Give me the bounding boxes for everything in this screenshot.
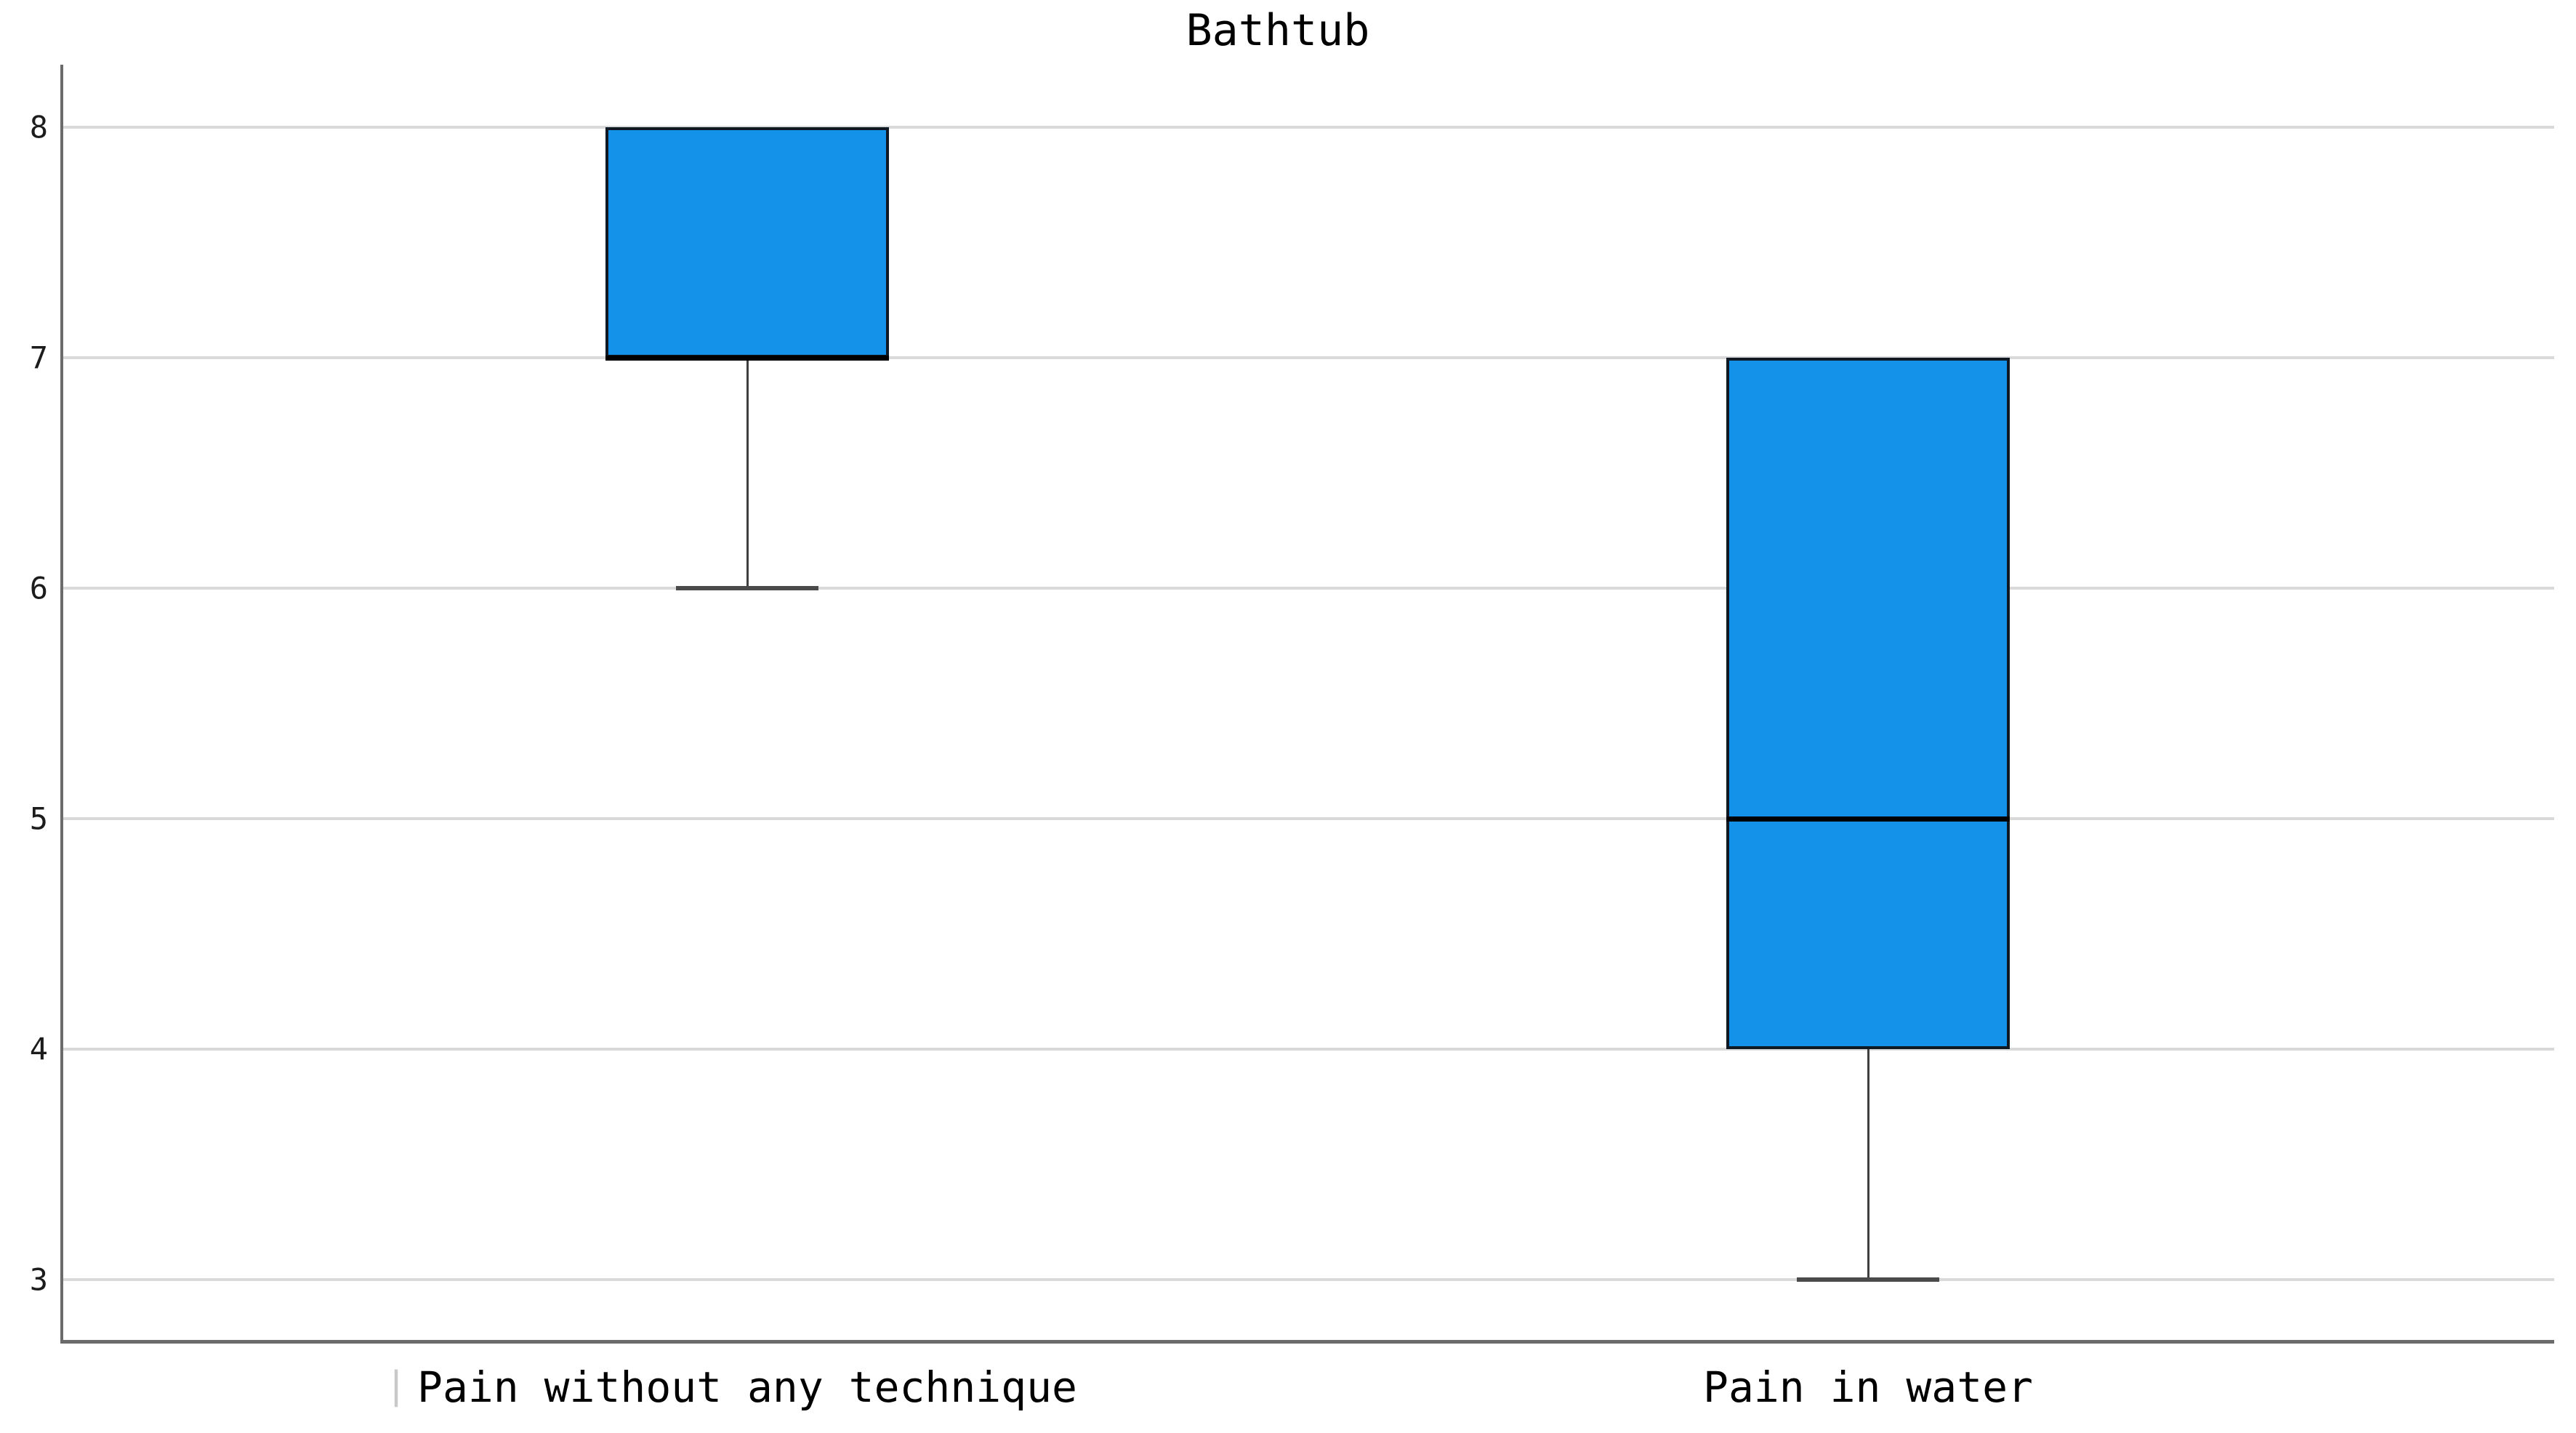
y-tick-label: 7 — [29, 340, 48, 376]
whisker-cap-lower — [1797, 1277, 1939, 1282]
y-tick-label: 4 — [29, 1031, 48, 1067]
whisker-line-lower — [1867, 1049, 1869, 1280]
gridline — [62, 587, 2554, 590]
chart-title: Bathtub — [1186, 5, 1370, 56]
iqr-box — [605, 127, 889, 358]
y-tick-label: 6 — [29, 570, 48, 606]
iqr-box — [1726, 358, 2010, 1049]
y-tick-label: 8 — [29, 109, 48, 145]
gridline — [62, 356, 2554, 359]
gridline — [62, 126, 2554, 129]
y-tick-label: 3 — [29, 1261, 48, 1298]
category-label: Pain in water — [1703, 1362, 2033, 1412]
whisker-cap-lower — [676, 586, 818, 590]
stray-tick-mark: | — [385, 1364, 408, 1408]
y-tick-label: 5 — [29, 800, 48, 837]
gridline — [62, 1278, 2554, 1281]
y-axis-line — [60, 65, 63, 1340]
gridline — [62, 1048, 2554, 1051]
median-line — [1726, 816, 2010, 822]
x-axis-line — [60, 1340, 2554, 1344]
gridline — [62, 817, 2554, 820]
whisker-line-lower — [746, 358, 749, 588]
category-label: Pain without any technique — [417, 1362, 1077, 1412]
median-line — [605, 355, 889, 361]
